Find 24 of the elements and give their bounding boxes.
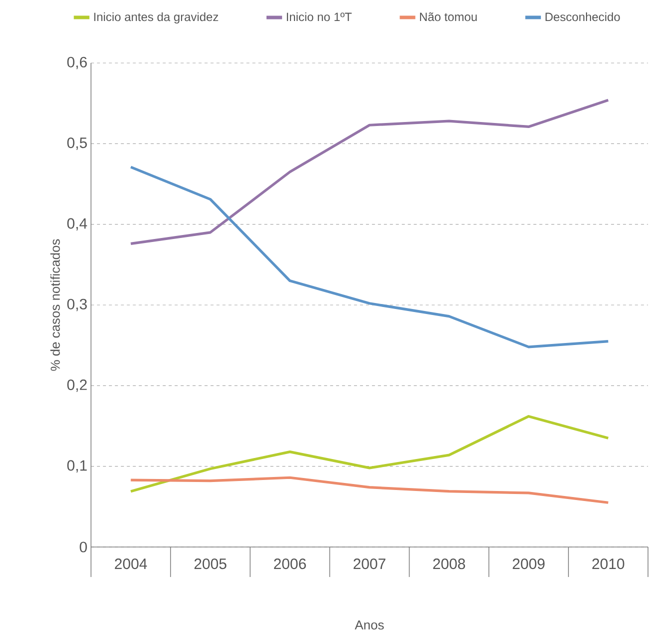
legend-label: Inicio antes da gravidez xyxy=(94,12,218,24)
y-tick-label: 0 xyxy=(80,542,87,552)
x-tick-label: 2010 xyxy=(592,558,624,570)
x-tick-label: 2009 xyxy=(512,558,545,570)
y-tick-label: 0,6 xyxy=(67,56,87,70)
legend-label: Não tomou xyxy=(420,12,477,22)
x-tick-label: 2006 xyxy=(274,558,306,570)
legend-label: Desconhecido xyxy=(546,12,620,22)
x-tick-label: 2004 xyxy=(114,558,147,570)
x-tick-label: 2005 xyxy=(194,558,226,570)
y-tick-label: 0,1 xyxy=(67,460,87,472)
legend-label: Inicio no 1ºT xyxy=(286,12,352,22)
y-tick-label: 0,3 xyxy=(67,298,87,312)
line-series xyxy=(129,476,610,504)
y-tick-label: 0,4 xyxy=(67,218,88,230)
line-series xyxy=(129,415,610,493)
x-axis-title: Anos xyxy=(354,620,384,630)
x-tick-label: 2007 xyxy=(354,558,386,570)
y-axis-title: % de casos notificados xyxy=(50,239,60,371)
x-tick-label: 2008 xyxy=(433,558,466,570)
line-series xyxy=(129,98,610,245)
line-series xyxy=(129,166,610,348)
y-tick-label: 0,5 xyxy=(67,137,87,150)
y-tick-label: 0,2 xyxy=(67,379,87,392)
